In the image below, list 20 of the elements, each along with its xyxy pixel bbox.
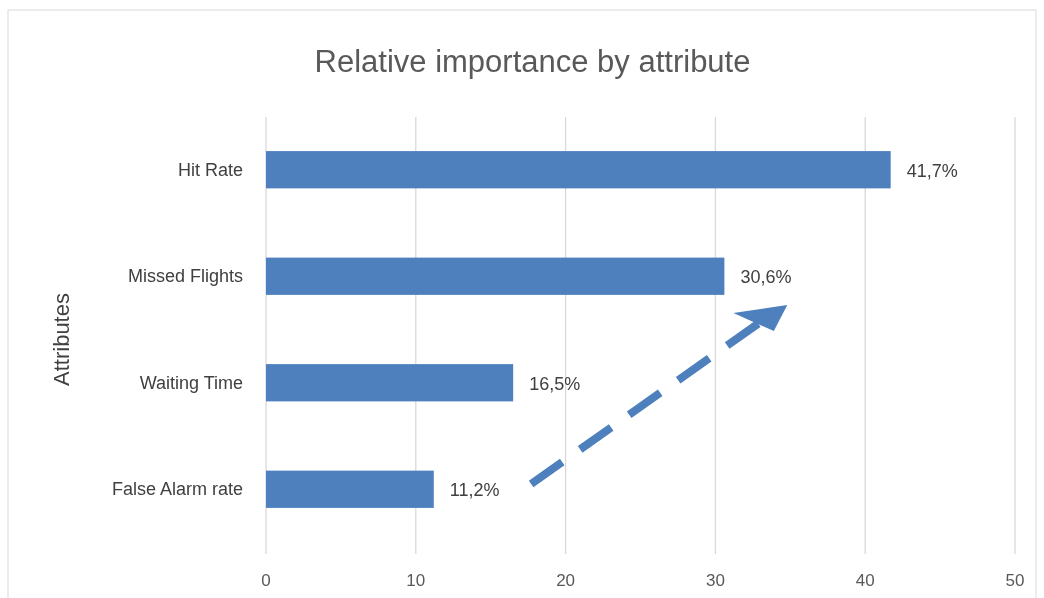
- data-label: 41,7%: [906, 160, 958, 181]
- x-tick-label: 10: [406, 571, 426, 590]
- x-tick-label: 40: [855, 571, 875, 590]
- data-label: 16,5%: [529, 373, 581, 394]
- x-tick-label: 0: [261, 571, 271, 590]
- y-tick-label: Missed Flights: [127, 266, 243, 287]
- x-tick-label: 50: [1005, 571, 1025, 590]
- data-label: 11,2%: [449, 480, 500, 501]
- x-tick-label: 20: [556, 571, 576, 590]
- bar: [266, 257, 725, 295]
- data-label: 30,6%: [740, 267, 792, 288]
- y-tick-label: False Alarm rate: [111, 479, 243, 500]
- bar: [266, 364, 514, 402]
- y-tick-label: Waiting Time: [139, 372, 243, 393]
- bar: [266, 470, 434, 508]
- y-axis-title: Attributes: [49, 293, 74, 386]
- bar: [266, 151, 891, 189]
- y-tick-label: Hit Rate: [177, 159, 243, 180]
- chart-title: Relative importance by attribute: [314, 44, 751, 79]
- x-tick-label: 30: [705, 571, 725, 590]
